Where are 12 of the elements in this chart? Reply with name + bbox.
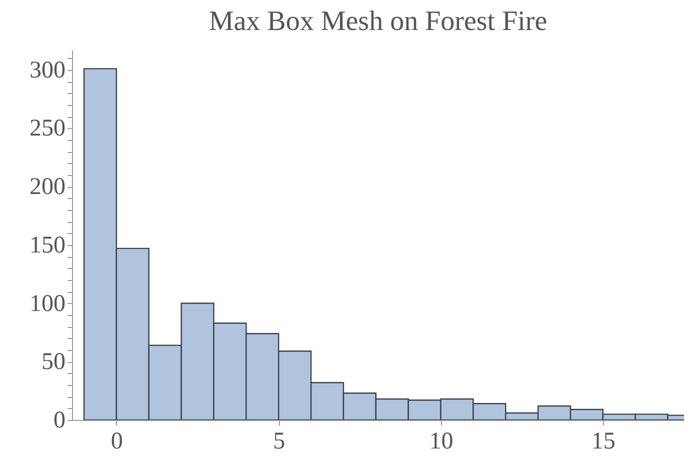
x-tick-label: 0 xyxy=(110,428,123,454)
chart-title: Max Box Mesh on Forest Fire xyxy=(208,6,548,37)
y-tick-label: 150 xyxy=(30,232,66,258)
x-tick-label: 5 xyxy=(273,428,286,454)
y-tick-label: 0 xyxy=(54,408,66,434)
y-tick-label: 250 xyxy=(30,116,66,142)
y-tick-label: 50 xyxy=(42,349,66,376)
y-tick-label: 200 xyxy=(30,174,66,200)
x-tick-label: 15 xyxy=(591,428,616,454)
y-tick-label: 100 xyxy=(30,290,66,317)
y-tick-label: 300 xyxy=(30,57,66,84)
x-tick-label: 10 xyxy=(429,428,454,454)
